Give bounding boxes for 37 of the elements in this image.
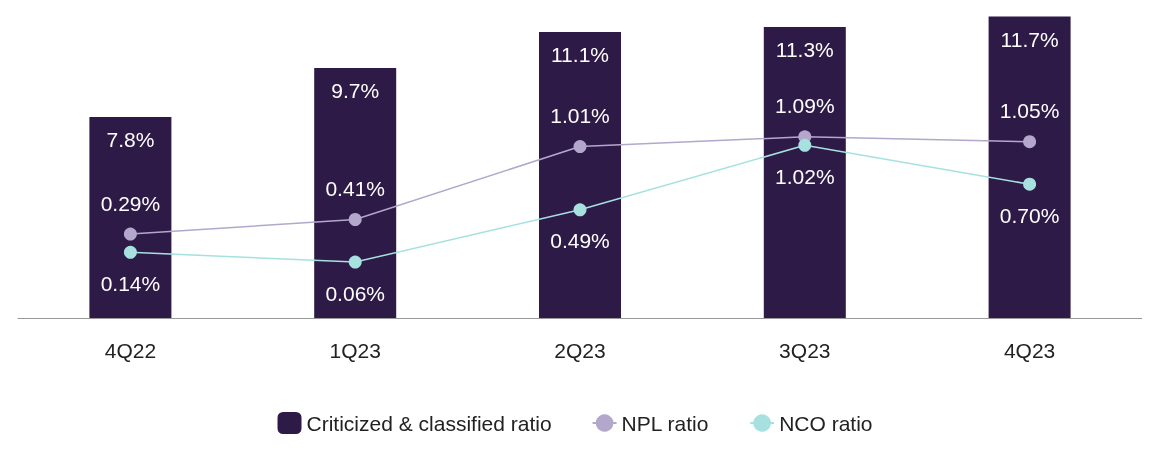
point — [573, 140, 587, 154]
data-label: 11.7% — [1000, 27, 1059, 51]
data-label: 0.06% — [325, 281, 385, 305]
point — [123, 245, 137, 259]
bar — [988, 16, 1071, 318]
data-label: 0.41% — [325, 177, 385, 200]
point — [123, 227, 137, 241]
data-label: 1.01% — [550, 104, 610, 128]
x-tick-label: 4Q23 — [1003, 339, 1056, 362]
point — [1023, 135, 1037, 149]
x-tick-label: 4Q22 — [104, 339, 157, 362]
x-tick-label: 2Q23 — [554, 339, 606, 362]
point — [1023, 177, 1037, 191]
data-label: 11.1% — [551, 43, 609, 67]
x-tick-label: 3Q23 — [779, 339, 831, 362]
point — [348, 213, 362, 226]
data-label: 7.8% — [106, 128, 155, 152]
legend-label: Criticized & classified ratio — [306, 411, 552, 435]
point — [573, 203, 587, 217]
data-label: 9.7% — [331, 79, 380, 103]
data-label: 1.05% — [999, 99, 1060, 123]
data-label: 0.14% — [100, 271, 161, 295]
bar — [539, 32, 621, 318]
data-label: 0.70% — [999, 203, 1060, 227]
data-label: 1.09% — [775, 94, 835, 118]
bar — [763, 26, 846, 318]
data-label: 1.02% — [775, 164, 835, 188]
x-tick-label: 1Q23 — [329, 339, 381, 362]
data-label: 11.3% — [775, 37, 834, 61]
point — [348, 255, 362, 269]
bar — [89, 117, 172, 318]
point — [798, 138, 812, 152]
bar — [314, 68, 397, 318]
data-label: 0.29% — [100, 191, 161, 215]
data-label: 0.49% — [550, 229, 610, 253]
legend-label: NCO ratio — [779, 411, 873, 435]
legend-label: NPL ratio — [621, 411, 709, 435]
